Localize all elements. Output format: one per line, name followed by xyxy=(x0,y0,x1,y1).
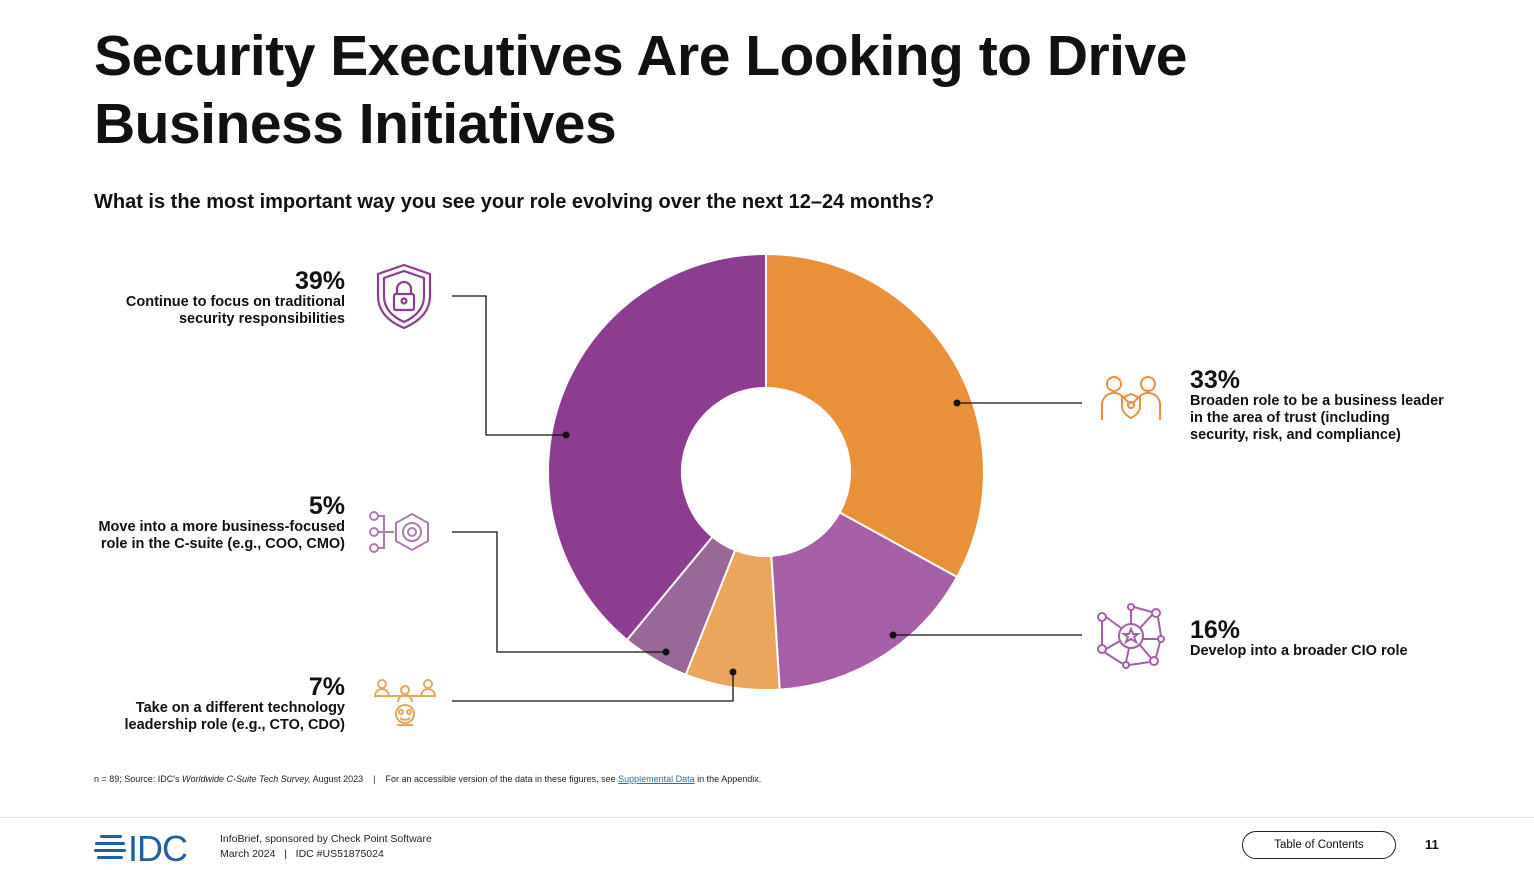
label-text: Continue to focus on traditional securit… xyxy=(125,294,345,327)
footer-divider xyxy=(0,817,1534,818)
network-star-icon xyxy=(1097,603,1165,669)
label-33: 33% Broaden role to be a business leader… xyxy=(1190,367,1460,444)
donut-slice-39 xyxy=(547,252,767,642)
leadership-group-icon xyxy=(374,679,436,726)
pct-33: 33% xyxy=(1190,366,1241,394)
label-text: Develop into a broader CIO role xyxy=(1190,643,1408,659)
footer-line1: InfoBrief, sponsored by Check Point Soft… xyxy=(220,833,432,845)
leader-dot xyxy=(729,668,737,676)
leader-line-7 xyxy=(452,672,734,702)
donut-slice-16 xyxy=(770,511,959,691)
idc-globe-icon xyxy=(94,835,126,859)
donut-slice-33 xyxy=(765,252,985,579)
hexagon-circuit-icon xyxy=(369,511,429,553)
leader-dot xyxy=(889,631,897,639)
table-of-contents-button[interactable]: Table of Contents xyxy=(1242,831,1396,859)
leader-dot xyxy=(562,431,570,439)
source-prefix: n = 89; Source: IDC's xyxy=(94,774,183,784)
leader-line-5 xyxy=(452,531,666,653)
supplemental-data-link[interactable]: Supplemental Data xyxy=(618,774,695,784)
label-7: 7% Take on a different technology leader… xyxy=(85,673,346,734)
shield-lock-icon xyxy=(376,263,432,330)
footer-info: InfoBrief, sponsored by Check Point Soft… xyxy=(220,832,432,862)
source-end: in the Appendix. xyxy=(694,774,762,784)
source-survey: Worldwide C-Suite Tech Survey, xyxy=(182,774,311,784)
pct-5: 5% xyxy=(308,492,345,520)
page-title: Security Executives Are Looking to Drive… xyxy=(94,24,1187,156)
pct-39: 39% xyxy=(294,267,345,295)
pct-16: 16% xyxy=(1190,616,1241,644)
label-text: Broaden role to be a business leader in … xyxy=(1190,393,1444,443)
idc-logo: IDC xyxy=(94,828,188,870)
footer-line2: March 2024 | IDC #US51875024 xyxy=(220,848,384,860)
leader-dot xyxy=(662,648,670,656)
source-suffix: August 2023 | For an accessible version … xyxy=(310,774,619,784)
leader-dot xyxy=(953,399,961,407)
handshake-shield-icon xyxy=(1101,376,1161,420)
label-text: Move into a more business-focused role i… xyxy=(98,519,345,552)
label-text: Take on a different technology leadershi… xyxy=(124,700,346,733)
logo-text: IDC xyxy=(128,828,188,869)
leader-line-39 xyxy=(452,295,566,436)
pct-7: 7% xyxy=(308,673,345,701)
chart-question: What is the most important way you see y… xyxy=(94,191,935,213)
source-note: n = 89; Source: IDC's Worldwide C-Suite … xyxy=(94,774,761,784)
label-16: 16% Develop into a broader CIO role xyxy=(1190,617,1460,660)
label-39: 39% Continue to focus on traditional sec… xyxy=(85,268,345,328)
page-number: 11 xyxy=(1425,837,1439,852)
label-5: 5% Move into a more business-focused rol… xyxy=(85,493,345,553)
